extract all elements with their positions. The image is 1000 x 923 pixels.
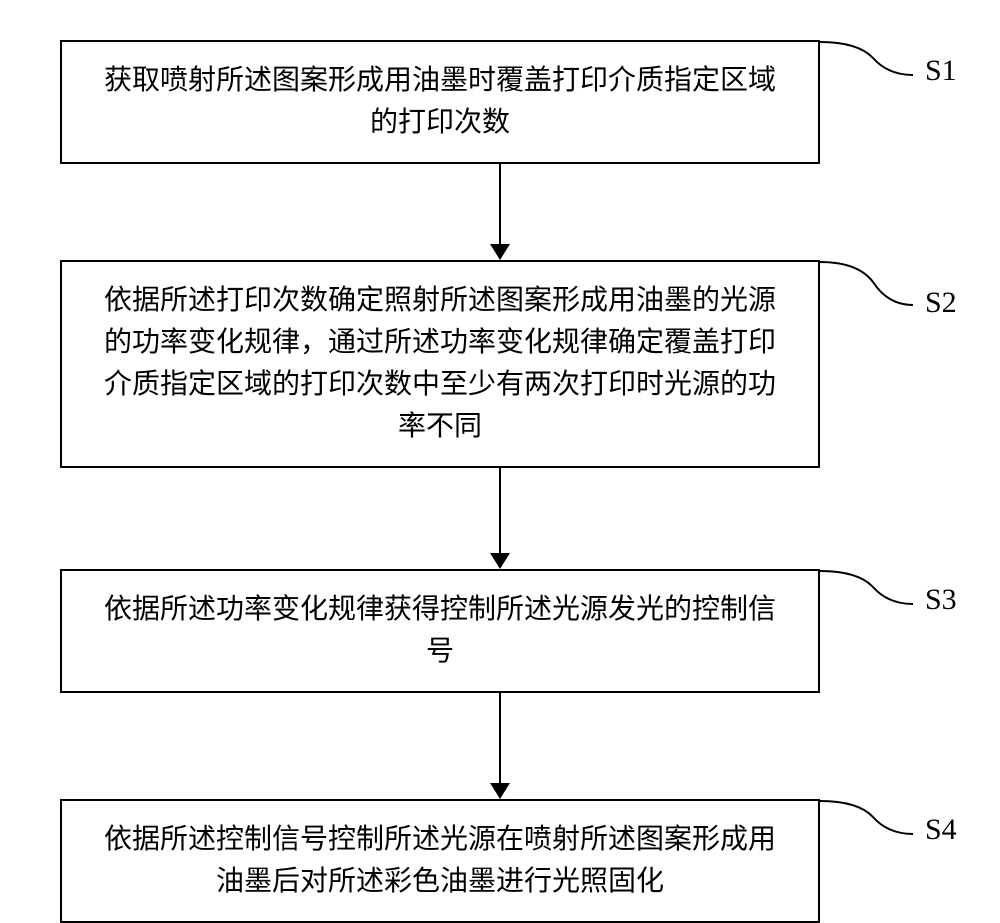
arrow-line-2	[499, 468, 501, 553]
step-box-2: 依据所述打印次数确定照射所述图案形成用油墨的光源的功率变化规律，通过所述功率变化…	[60, 260, 820, 468]
step-box-4: 依据所述控制信号控制所述光源在喷射所述图案形成用油墨后对所述彩色油墨进行光照固化	[60, 799, 820, 923]
step-label-2: S2	[925, 286, 957, 320]
flowchart-container: 获取喷射所述图案形成用油墨时覆盖打印介质指定区域的打印次数 S1 依据所述打印次…	[60, 40, 940, 923]
step-text-2: 依据所述打印次数确定照射所述图案形成用油墨的光源的功率变化规律，通过所述功率变化…	[104, 285, 776, 442]
arrow-head-1	[490, 244, 510, 260]
step-container-4: 依据所述控制信号控制所述光源在喷射所述图案形成用油墨后对所述彩色油墨进行光照固化…	[60, 799, 940, 923]
connector-2	[818, 260, 938, 330]
arrow-2	[120, 468, 880, 569]
arrow-line-1	[499, 164, 501, 244]
connector-4	[818, 799, 938, 859]
arrow-1	[120, 164, 880, 260]
arrow-head-2	[490, 553, 510, 569]
step-label-1: S1	[925, 54, 957, 88]
step-container-3: 依据所述功率变化规律获得控制所述光源发光的控制信号 S3	[60, 569, 940, 693]
arrow-head-3	[490, 783, 510, 799]
step-container-1: 获取喷射所述图案形成用油墨时覆盖打印介质指定区域的打印次数 S1	[60, 40, 940, 164]
connector-3	[818, 569, 938, 629]
arrow-line-3	[499, 693, 501, 783]
step-label-4: S4	[925, 813, 957, 847]
step-text-3: 依据所述功率变化规律获得控制所述光源发光的控制信号	[104, 594, 776, 667]
step-text-4: 依据所述控制信号控制所述光源在喷射所述图案形成用油墨后对所述彩色油墨进行光照固化	[104, 824, 776, 897]
step-box-3: 依据所述功率变化规律获得控制所述光源发光的控制信号	[60, 569, 820, 693]
step-label-3: S3	[925, 583, 957, 617]
step-container-2: 依据所述打印次数确定照射所述图案形成用油墨的光源的功率变化规律，通过所述功率变化…	[60, 260, 940, 468]
step-text-1: 获取喷射所述图案形成用油墨时覆盖打印介质指定区域的打印次数	[104, 65, 776, 138]
connector-1	[818, 40, 938, 100]
step-box-1: 获取喷射所述图案形成用油墨时覆盖打印介质指定区域的打印次数	[60, 40, 820, 164]
arrow-3	[120, 693, 880, 799]
